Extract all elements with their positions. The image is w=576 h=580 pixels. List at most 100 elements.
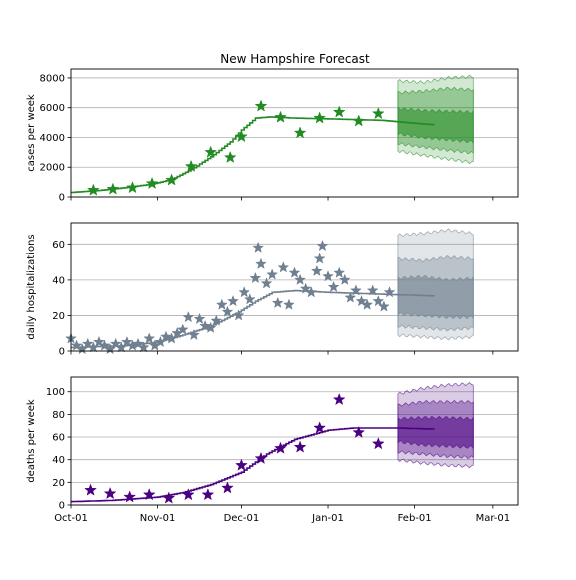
observed-point bbox=[277, 261, 290, 273]
observed-point bbox=[271, 296, 284, 309]
y-axis-label: daily hospitalizations bbox=[26, 234, 37, 339]
observed-point bbox=[352, 114, 366, 127]
y-tick-label: 40 bbox=[52, 455, 65, 466]
y-tick-label: 40 bbox=[52, 275, 65, 286]
observed-point bbox=[249, 271, 262, 284]
observed-point bbox=[137, 341, 150, 353]
forecast-band-3 bbox=[397, 415, 474, 450]
observed-point bbox=[316, 239, 329, 252]
observed-point bbox=[181, 488, 195, 501]
observed-point bbox=[176, 323, 189, 335]
observed-point bbox=[274, 441, 287, 454]
observed-point bbox=[235, 458, 248, 471]
observed-point bbox=[255, 257, 267, 269]
observed-point bbox=[98, 339, 111, 351]
observed-point bbox=[165, 173, 178, 186]
observed-point bbox=[371, 437, 385, 450]
x-tick-label: Oct-01 bbox=[54, 513, 88, 524]
x-tick-label: Feb-01 bbox=[398, 513, 432, 524]
y-tick-label: 0 bbox=[59, 193, 65, 204]
plot-frame bbox=[70, 222, 519, 352]
observed-point bbox=[106, 182, 120, 195]
observed-point bbox=[223, 150, 237, 163]
observed-point bbox=[81, 337, 94, 349]
observed-point bbox=[344, 291, 357, 303]
panel-2: 0 20 40 60 daily hospitalizations bbox=[26, 222, 519, 358]
observed-point bbox=[103, 486, 117, 500]
x-tick-label: Dec-01 bbox=[224, 513, 260, 524]
observed-point bbox=[299, 282, 312, 294]
observed-point bbox=[123, 490, 137, 503]
observed-point bbox=[84, 483, 97, 496]
plot-frame bbox=[70, 68, 519, 198]
observed-point bbox=[120, 335, 133, 348]
observed-point bbox=[361, 298, 374, 310]
y-tick-label: 20 bbox=[52, 311, 65, 322]
observed-point bbox=[193, 312, 206, 325]
observed-point bbox=[227, 295, 239, 307]
observed-point bbox=[305, 286, 318, 298]
y-tick-label: 2000 bbox=[40, 163, 65, 174]
observed-point bbox=[221, 305, 234, 317]
observed-point bbox=[366, 284, 379, 296]
y-tick-label: 0 bbox=[59, 501, 65, 512]
observed-point bbox=[109, 337, 122, 349]
observed-point bbox=[254, 99, 268, 112]
observed-point bbox=[355, 295, 368, 307]
observed-point bbox=[260, 277, 273, 289]
observed-point bbox=[204, 145, 218, 158]
observed-point bbox=[313, 421, 327, 434]
observed-point bbox=[184, 159, 198, 172]
observed-point bbox=[132, 337, 144, 349]
observed-point bbox=[371, 106, 385, 120]
observed-point bbox=[188, 328, 200, 341]
observed-point bbox=[93, 335, 105, 348]
observed-point bbox=[383, 286, 396, 298]
observed-point bbox=[70, 339, 83, 351]
panel-3: 0 20 40 60 80 100 Oct-01 Nov-01 Dec-01 Jan-01 Feb-… bbox=[26, 376, 519, 524]
observed-point bbox=[238, 286, 251, 298]
y-tick-label: 60 bbox=[52, 433, 65, 444]
x-tick-label: Mar-01 bbox=[476, 513, 511, 524]
y-axis-label: cases per week bbox=[26, 94, 37, 172]
observed-point bbox=[293, 440, 307, 453]
y-axis-label: deaths per week bbox=[26, 399, 37, 483]
observed-point bbox=[143, 332, 156, 344]
observed-point bbox=[210, 314, 223, 326]
forecast-band-3 bbox=[397, 274, 474, 320]
observed-point bbox=[126, 181, 139, 194]
observed-point bbox=[254, 451, 268, 464]
observed-point bbox=[252, 241, 265, 253]
observed-point bbox=[160, 330, 172, 342]
observed-point bbox=[313, 111, 327, 124]
y-tick-label: 60 bbox=[52, 240, 65, 251]
observed-point bbox=[288, 266, 301, 278]
observed-point bbox=[199, 319, 212, 332]
observed-point bbox=[332, 392, 346, 406]
observed-point bbox=[266, 268, 279, 280]
observed-point bbox=[282, 298, 295, 310]
observed-point bbox=[377, 300, 390, 312]
observed-point bbox=[372, 295, 385, 307]
observed-point bbox=[235, 130, 248, 143]
observed-point bbox=[145, 176, 159, 190]
x-tick-label: Nov-01 bbox=[140, 513, 176, 524]
observed-point bbox=[274, 110, 287, 123]
observed-point bbox=[332, 105, 346, 118]
y-tick-label: 4000 bbox=[40, 133, 65, 144]
y-tick-label: 100 bbox=[46, 387, 65, 398]
observed-point bbox=[333, 266, 346, 278]
y-tick-label: 8000 bbox=[40, 73, 65, 84]
observed-point bbox=[243, 293, 256, 305]
observed-point bbox=[201, 488, 215, 501]
observed-point bbox=[310, 264, 323, 277]
forecast-band-3 bbox=[397, 105, 474, 145]
observed-point bbox=[313, 252, 326, 264]
observed-point bbox=[204, 321, 217, 333]
y-tick-label: 20 bbox=[52, 478, 65, 489]
observed-point bbox=[294, 273, 307, 285]
y-tick-label: 80 bbox=[52, 410, 65, 421]
